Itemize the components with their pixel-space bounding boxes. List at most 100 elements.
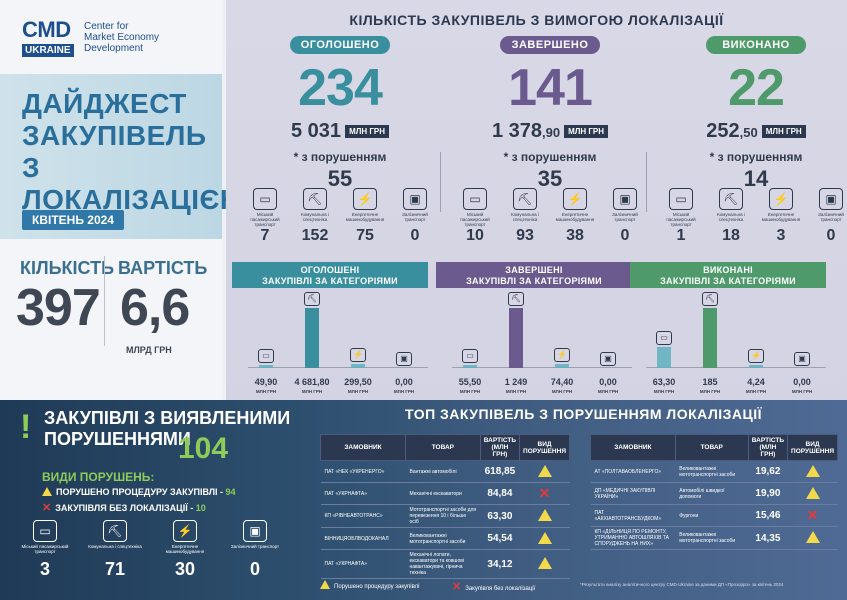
kpi-value-unit: МЛРД ГРН [126, 345, 172, 355]
status-sum: 252,50 МЛН ГРН [656, 120, 847, 143]
violation-count: 14 [743, 166, 769, 191]
chart-title: ЗАВЕРШЕНІ ЗАКУПІВЛІ ЗА КАТЕГОРІЯМИ [436, 262, 632, 288]
chart-baseline [646, 367, 826, 368]
violation-mark-cell [787, 526, 838, 550]
customer-cell: ПАТ «АКХІАВТОТРАНСБУДКОМ» [590, 504, 676, 527]
value-cell: 14,35 [748, 526, 788, 550]
violation-type-procedure: ПОРУШЕНО ПРОЦЕДУРУ ЗАКУПІВЛІ - 94 [42, 487, 236, 497]
category-stat: ▣ Залізничний транспорт 0 [808, 188, 847, 245]
chart-bar-unit: МЛН ГРН [791, 389, 813, 394]
violation-category-stat: ▭ Міський пасажирський транспорт 3 [15, 520, 75, 580]
chart-bar-label: 74,40 [550, 377, 574, 387]
kpi-divider [104, 256, 105, 346]
chart-bar-unit: МЛН ГРН [393, 389, 415, 394]
legend-no-localization: ✕ Закупівля без локалізації [452, 581, 536, 593]
chart-bar-unit: МЛН ГРН [505, 389, 527, 394]
value-cell: 15,46 [748, 504, 788, 527]
train-icon: ▣ [403, 188, 427, 210]
warning-triangle-icon [805, 531, 820, 543]
status-pill: ОГОЛОШЕНО [290, 36, 390, 54]
category-stat: ▭ Міський пасажирський транспорт 1 [658, 188, 704, 245]
chart-bar [259, 365, 273, 368]
excavator-icon: ⛏ [303, 188, 327, 210]
table-row: АТ «ПОЛТАВАОБЛЕНЕРГО» Великовантажні мот… [590, 460, 838, 483]
violation-mark-cell [519, 504, 570, 528]
item-cell: Вантажні автомобілі [405, 460, 481, 483]
energy-icon: ⚡ [353, 188, 377, 210]
kpi-count-value: 397 [16, 279, 101, 337]
train-icon: ▣ [819, 188, 843, 210]
chart-bar-unit: МЛН ГРН [301, 389, 323, 394]
source-note: *Результати аналізу аналітичного центру … [580, 582, 784, 587]
category-stat: ⛏ Комунальна і спецтехніка 93 [502, 188, 548, 245]
chart-baseline [452, 367, 632, 368]
customer-cell: ПАТ «УКРНАФТА» [320, 482, 406, 505]
violation-type-no-localization: ✕ ЗАКУПІВЛЯ БЕЗ ЛОКАЛІЗАЦІЇ - 10 [42, 502, 206, 514]
value-cell: 84,84 [480, 482, 520, 505]
top-title: ТОП ЗАКУПІВЕЛЬ З ПОРУШЕННЯМ ЛОКАЛІЗАЦІЇ [404, 406, 763, 422]
chart-bar-label: 4,24 [747, 377, 765, 387]
category-stat: ⛏ Комунальна і спецтехніка 152 [292, 188, 338, 245]
chart-bar-unit: МЛН ГРН [699, 389, 721, 394]
top-table-right: ЗАМОВНИК ТОВАР ВАРТІСТЬ (МЛН ГРН) ВИД ПОРУШ… [590, 434, 838, 550]
table-row: ПАТ «АКХІАВТОТРАНСБУДКОМ» Фургони 15,46 … [590, 504, 838, 527]
category-bar-chart: ▭ 63,30 МЛН ГРН ⛏ 185 МЛН ГРН ⚡ 4,24 МЛН ГРН ▣ 0,0… [630, 290, 826, 396]
bus-icon: ▭ [463, 188, 487, 210]
table-row: ПАТ «УКРНАФТА» Механічні лопати, екскава… [320, 549, 570, 579]
legend-procedure: Порушено процедуру закупівлі [320, 580, 420, 590]
violation-mark-cell: ✕ [519, 482, 570, 505]
train-icon: ▣ [600, 352, 616, 366]
chart-bar [351, 364, 365, 368]
excavator-icon: ⛏ [513, 188, 537, 210]
chart-bar-label: 185 [702, 377, 718, 387]
chart-baseline [248, 367, 428, 368]
item-cell: Великовантажні мототранспортні засоби [405, 527, 481, 550]
violation-count: 55 [327, 166, 353, 191]
chart-bar-unit: МЛН ГРН [459, 389, 481, 394]
bus-icon: ▭ [33, 520, 57, 542]
chart-bar-label: 1 249 [504, 377, 528, 387]
chart-bar-unit: МЛН ГРН [653, 389, 675, 394]
violation-mark-cell [519, 460, 570, 483]
table-row: ДП «МЕДИЧНІ ЗАКУПІВЛІ УКРАЇНИ» Автомобіл… [590, 482, 838, 505]
train-icon: ▣ [243, 520, 267, 542]
value-cell: 63,30 [480, 504, 520, 528]
status-count: 141 [508, 59, 593, 117]
energy-icon: ⚡ [563, 188, 587, 210]
digest-title: ДАЙДЖЕСТ ЗАКУПІВЕЛЬ З ЛОКАЛІЗАЦІЄЮ [22, 88, 250, 215]
customer-cell: КП «ДІЛЬНИЦЯ ПО РЕМОНТУ, УТРИМАННЮ АВТОШ… [590, 526, 676, 550]
violation-category-stat: ⛏ Комунальна і спецтехніка 71 [85, 520, 145, 580]
warning-triangle-icon [805, 464, 820, 477]
column-divider [440, 152, 441, 212]
bus-icon: ▭ [253, 188, 277, 210]
energy-icon: ⚡ [173, 520, 197, 542]
category-bar-chart: ▭ 49,90 МЛН ГРН ⛏ 4 681,80 МЛН ГРН ⚡ 299,50 МЛН … [232, 290, 428, 396]
energy-icon: ⚡ [748, 349, 764, 363]
violation-category-stat: ▣ Залізничний транспорт 0 [225, 520, 285, 580]
table-header: ТОВАР [405, 434, 481, 461]
excavator-icon: ⛏ [702, 292, 718, 306]
value-cell: 19,62 [748, 460, 788, 483]
category-stat: ⛏ Комунальна і спецтехніка 18 [708, 188, 754, 245]
chart-bar [463, 365, 477, 368]
month-badge: КВІТЕНЬ 2024 [22, 210, 124, 230]
main-title: КІЛЬКІСТЬ ЗАКУПІВЕЛЬ З ВИМОГОЮ ЛОКАЛІЗАЦ… [349, 12, 724, 28]
table-header: ЗАМОВНИК [590, 434, 676, 461]
kpi-value-value: 6,6 [120, 279, 190, 337]
table-header: ТОВАР [674, 434, 749, 461]
table-header: ВАРТІСТЬ (МЛН ГРН) [747, 434, 789, 461]
violations-block: ! ЗАКУПІВЛІ З ВИЯВЛЕНИМИ ПОРУШЕННЯМИ 104… [0, 400, 300, 600]
violation-mark-cell: ✕ [787, 504, 838, 527]
chart-bar [657, 347, 671, 368]
energy-icon: ⚡ [769, 188, 793, 210]
chart-bar-label: 299,50 [344, 377, 372, 387]
warning-triangle-icon [320, 580, 330, 589]
chart-bar-unit: МЛН ГРН [745, 389, 767, 394]
chart-bar-label: 4 681,80 [294, 377, 330, 387]
chart-bar-label: 55,50 [458, 377, 482, 387]
logo-org-name: Center for Market Economy Development [84, 21, 160, 54]
logo-mark: CMD [22, 17, 71, 42]
table-row: ВІННИЦЯОБЛВОДОКАНАЛ Великовантажні мотот… [320, 527, 570, 550]
item-cell: Великовантажні мототранспортні засоби [675, 526, 749, 550]
column-divider [646, 152, 647, 212]
